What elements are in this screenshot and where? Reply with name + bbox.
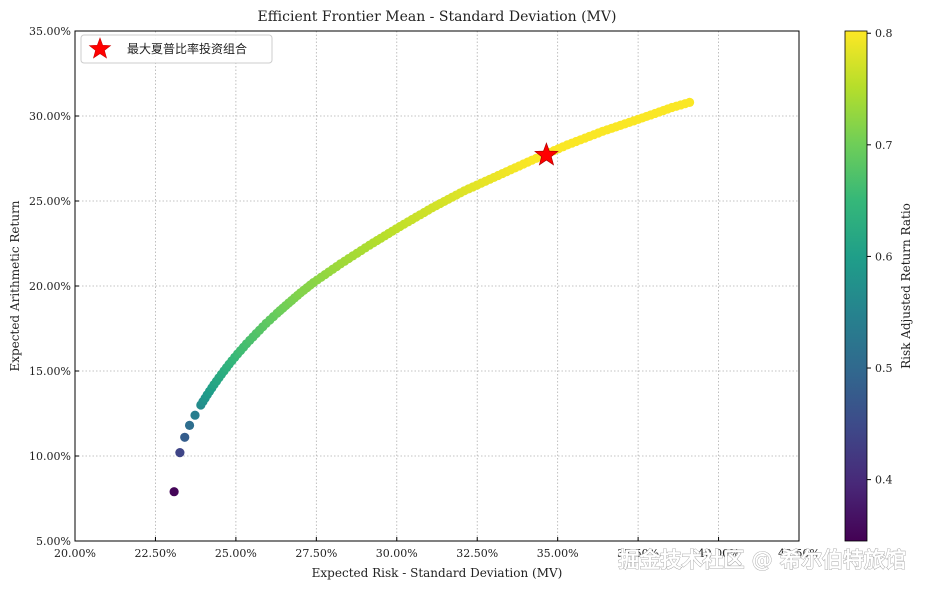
legend-label: 最大夏普比率投资组合 (127, 41, 247, 56)
colorbar-tick-label: 0.4 (875, 474, 893, 487)
legend: 最大夏普比率投资组合 (80, 34, 273, 64)
y-tick-label: 10.00% (29, 450, 71, 463)
grid-lines (74, 30, 800, 542)
x-tick-label: 42.50% (778, 547, 820, 560)
x-axis-ticks: 20.00% 22.50% 25.00% 27.50% 30.00% 32.50% 35.0… (54, 537, 820, 560)
y-tick-label: 35.00% (29, 25, 71, 38)
x-tick-label: 30.00% (376, 547, 418, 560)
x-tick-label: 35.00% (537, 547, 579, 560)
x-axis-label: Expected Risk - Standard Deviation (MV) (312, 566, 563, 580)
y-tick-label: 30.00% (29, 110, 71, 123)
chart-title: Efficient Frontier Mean - Standard Devia… (258, 9, 617, 25)
colorbar: 0.4 0.5 0.6 0.7 0.8 Risk Adjusted Return Rat… (844, 27, 913, 542)
y-axis-ticks: 5.00% 10.00% 15.00% 20.00% 25.00% 30.00% 35.00… (29, 25, 79, 548)
legend-star-icon (88, 37, 112, 59)
y-tick-label: 20.00% (29, 280, 71, 293)
y-tick-label: 25.00% (29, 195, 71, 208)
x-tick-label: 37.50% (617, 547, 659, 560)
max-sharpe-marker (534, 142, 559, 166)
colorbar-ticks: 0.4 0.5 0.6 0.7 0.8 (867, 27, 893, 487)
y-tick-label: 15.00% (29, 365, 71, 378)
x-tick-label: 32.50% (456, 547, 498, 560)
watermark: 掘金技术社区 @ 希尔伯特旅馆 (618, 548, 906, 572)
x-tick-label: 40.00% (698, 547, 740, 560)
legend-box (80, 34, 273, 64)
y-axis-label: Expected Arithmetic Return (8, 200, 22, 371)
frontier-point (175, 448, 185, 458)
x-tick-label: 20.00% (54, 547, 96, 560)
frontier-point (184, 420, 195, 430)
colorbar-tick-label: 0.8 (875, 27, 893, 40)
colorbar-tick-label: 0.7 (875, 139, 893, 152)
max-sharpe-star (534, 142, 559, 166)
frontier-point (684, 97, 695, 107)
frontier-point (169, 487, 179, 497)
y-tick-label: 5.00% (36, 535, 71, 548)
x-tick-label: 22.50% (134, 547, 176, 560)
x-tick-label: 25.00% (215, 547, 257, 560)
x-tick-label: 27.50% (295, 547, 337, 560)
frontier-points (169, 97, 695, 497)
colorbar-tick-label: 0.6 (875, 250, 893, 263)
colorbar-label: Risk Adjusted Return Ratio (899, 203, 913, 369)
frontier-point (190, 410, 200, 420)
colorbar-gradient (844, 30, 868, 542)
colorbar-tick-label: 0.5 (875, 362, 893, 375)
frontier-point (180, 432, 190, 442)
